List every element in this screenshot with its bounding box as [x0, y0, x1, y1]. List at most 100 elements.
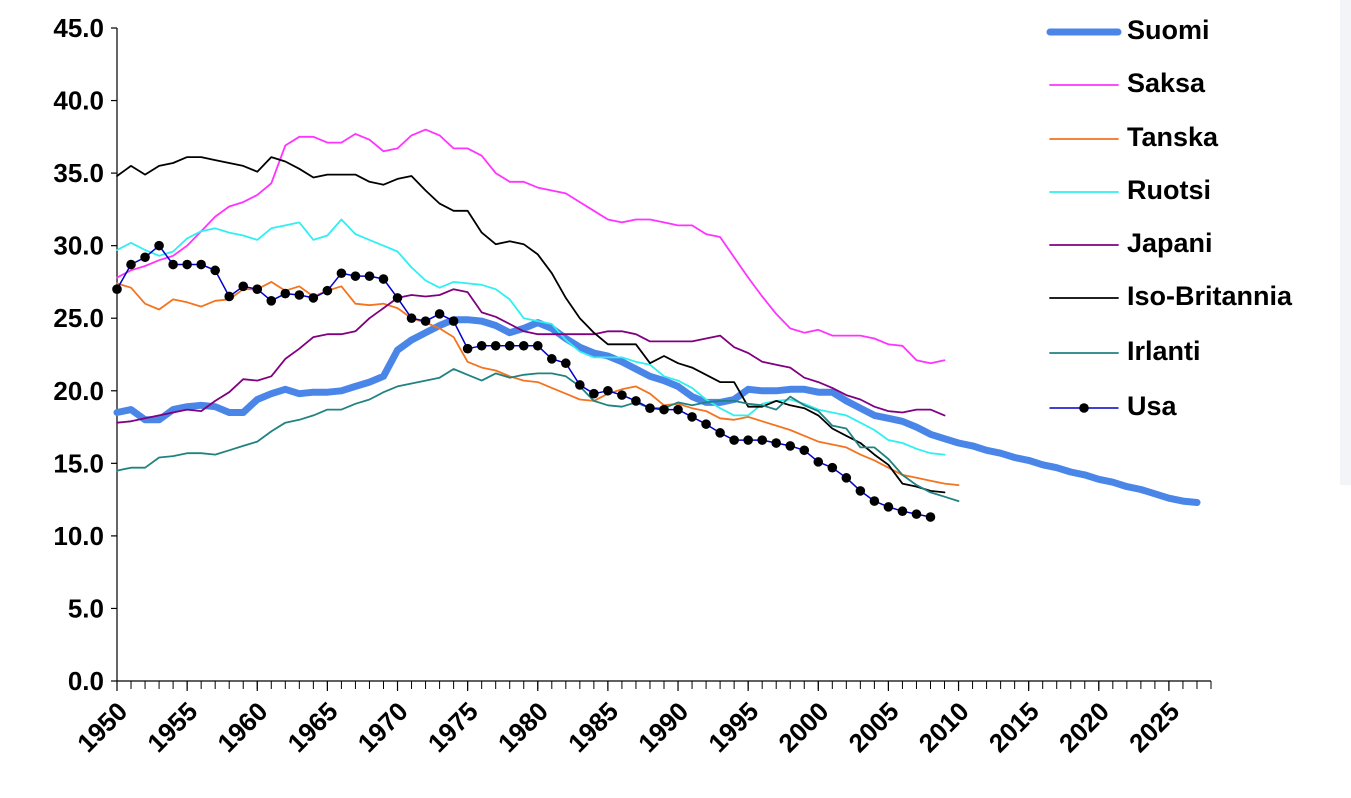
series-marker: [561, 358, 571, 369]
y-tick-label: 25.0: [53, 303, 104, 333]
series-marker: [575, 380, 585, 390]
series-marker: [252, 284, 263, 295]
series-marker: [855, 486, 866, 496]
series-marker: [841, 473, 852, 483]
series-marker: [546, 354, 557, 364]
plot-area: [112, 128, 1201, 522]
series-marker: [420, 316, 431, 326]
x-tick-label: 2005: [843, 696, 905, 758]
x-tick-label: 1960: [211, 696, 273, 758]
series-marker: [462, 343, 473, 354]
y-tick-label: 40.0: [53, 86, 104, 116]
series-marker: [322, 285, 333, 296]
series-marker: [154, 240, 164, 251]
series-marker: [378, 274, 389, 284]
series-marker: [883, 502, 894, 512]
series-marker: [589, 388, 599, 399]
series-marker: [673, 404, 683, 415]
legend-label: Japani: [1127, 228, 1213, 258]
series-marker: [729, 435, 739, 445]
series-marker: [532, 340, 543, 351]
series-marker: [687, 412, 697, 422]
x-tick-label: 1950: [71, 696, 133, 758]
series-marker: [364, 271, 375, 281]
y-tick-label: 30.0: [53, 231, 104, 261]
x-tick-label: 1955: [141, 696, 203, 758]
series-marker: [392, 293, 403, 303]
series-marker: [350, 271, 361, 281]
y-tick-label: 10.0: [53, 521, 104, 551]
legend-label: Usa: [1127, 391, 1178, 421]
series-line: [116, 281, 960, 486]
x-tick-label: 1985: [562, 696, 624, 758]
axes: 0.0 5.0 10.0 15.0 20.0 25.0 30.0 35.0 40.0 45.0 19…: [53, 13, 1212, 758]
legend-marker: [1079, 403, 1089, 413]
series-marker: [603, 385, 613, 396]
y-tick-label: 0.0: [68, 666, 104, 696]
series-marker: [490, 340, 501, 351]
x-tick-label: 1995: [702, 696, 764, 758]
series-marker: [504, 340, 515, 351]
series-marker: [785, 441, 796, 451]
legend: Suomi Saksa Tanska Ruotsi Japani Iso-Britanni…: [1046, 15, 1293, 421]
series-marker: [813, 457, 824, 467]
series-marker: [827, 462, 838, 473]
series-marker: [701, 419, 711, 429]
series-marker: [518, 340, 529, 351]
series-marker: [771, 438, 782, 448]
series-marker: [294, 290, 305, 300]
x-tick-label: 2015: [983, 696, 1045, 758]
legend-label: Tanska: [1127, 122, 1219, 152]
series-marker: [238, 281, 249, 292]
series-marker: [631, 396, 641, 406]
series-marker: [112, 284, 122, 295]
x-tick-label: 2000: [772, 696, 834, 758]
series-marker: [168, 259, 178, 270]
series-line: [116, 218, 946, 456]
series-marker: [645, 403, 655, 413]
x-tick-label: 1980: [492, 696, 554, 758]
x-tick-label: 1975: [422, 696, 484, 758]
series-line: [116, 288, 946, 424]
side-panel: [1340, 0, 1351, 485]
series-marker: [280, 288, 291, 299]
series-marker: [434, 309, 445, 319]
series-marker: [715, 428, 725, 438]
series-marker: [757, 435, 767, 445]
legend-label: Saksa: [1127, 68, 1206, 98]
series-marker: [406, 313, 417, 324]
series-marker: [448, 316, 459, 326]
x-tick-label: 2025: [1123, 696, 1185, 758]
x-tick-label: 2020: [1053, 696, 1115, 758]
series-marker: [911, 509, 922, 519]
series-marker: [925, 512, 936, 522]
series-marker: [799, 445, 810, 456]
y-tick-label: 5.0: [68, 593, 104, 623]
legend-label: Irlanti: [1127, 336, 1201, 366]
series-marker: [476, 340, 487, 351]
legend-label: Suomi: [1127, 15, 1210, 45]
x-tick-label: 1970: [352, 696, 414, 758]
x-tick-label: 2010: [913, 696, 975, 758]
series-marker: [659, 404, 669, 415]
series-marker: [308, 293, 319, 303]
y-tick-label: 45.0: [53, 13, 104, 43]
series-marker: [266, 296, 277, 306]
series-marker: [336, 268, 347, 279]
series-line: [116, 368, 960, 502]
series-marker: [140, 252, 150, 263]
y-tick-label: 20.0: [53, 376, 104, 406]
series-marker: [126, 259, 136, 270]
series-marker: [897, 506, 908, 517]
legend-label: Iso-Britannia: [1127, 281, 1293, 311]
series-line: [113, 316, 1201, 506]
series-marker: [196, 259, 206, 270]
x-tick-label: 1965: [282, 696, 344, 758]
legend-label: Ruotsi: [1127, 175, 1211, 205]
series-marker: [210, 265, 220, 276]
y-tick-label: 35.0: [53, 158, 104, 188]
series-line: [116, 128, 946, 365]
series-marker: [617, 390, 627, 400]
